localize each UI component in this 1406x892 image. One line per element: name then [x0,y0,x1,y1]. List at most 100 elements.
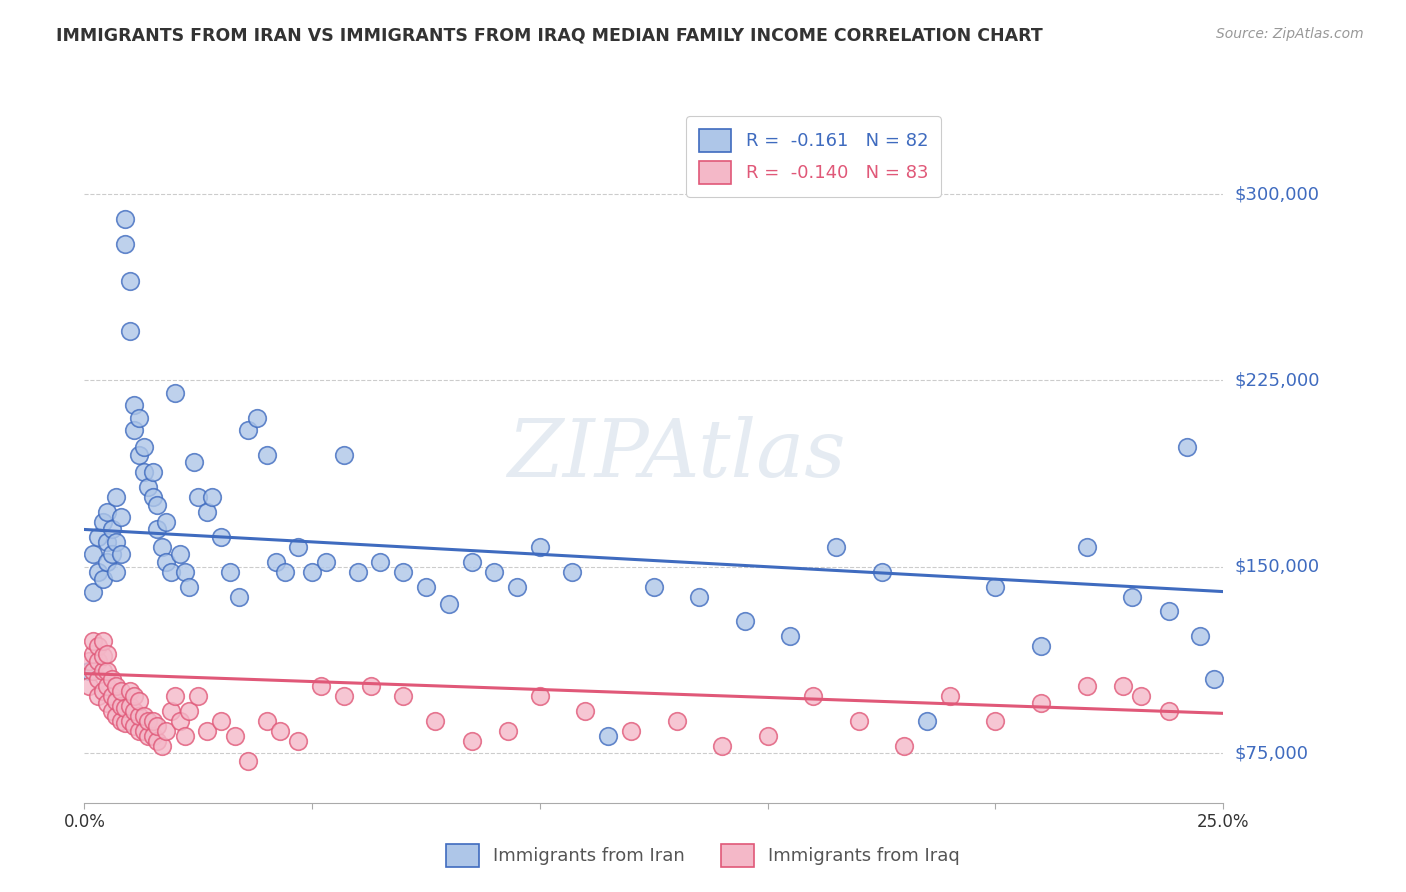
Point [110,547,132,561]
Point [91,515,114,529]
Point [1157,704,1180,718]
Point [118,698,141,713]
Point [114,236,136,251]
Point [91,664,114,678]
Point [360,679,382,693]
Point [734,615,756,629]
Text: Source: ZipAtlas.com: Source: ZipAtlas.com [1216,27,1364,41]
Point [82,664,104,678]
Point [118,274,141,288]
Point [801,689,824,703]
Point [333,689,356,703]
Point [118,324,141,338]
Point [110,698,132,713]
Point [100,672,122,686]
Point [114,211,136,226]
Point [110,684,132,698]
Point [1121,590,1143,604]
Point [124,423,146,437]
Point [209,530,232,544]
Text: IMMIGRANTS FROM IRAN VS IMMIGRANTS FROM IRAQ MEDIAN FAMILY INCOME CORRELATION CH: IMMIGRANTS FROM IRAN VS IMMIGRANTS FROM … [56,27,1043,45]
Point [146,733,169,747]
Point [620,723,643,738]
Point [96,679,118,693]
Point [256,448,278,462]
Point [87,530,110,544]
Point [128,723,150,738]
Point [173,565,195,579]
Point [96,505,118,519]
Point [150,540,173,554]
Point [195,723,218,738]
Point [893,739,915,753]
Point [87,565,110,579]
Point [460,555,482,569]
Point [1189,629,1212,643]
Point [1175,441,1198,455]
Point [91,684,114,698]
Point [124,689,146,703]
Point [333,448,356,462]
Legend: Immigrants from Iran, Immigrants from Iraq: Immigrants from Iran, Immigrants from Ir… [439,837,967,874]
Point [598,729,620,743]
Point [209,714,232,728]
Point [392,689,415,703]
Point [91,572,114,586]
Point [238,754,260,768]
Point [392,565,415,579]
Point [100,704,122,718]
Point [82,634,104,648]
Point [1112,679,1135,693]
Point [370,555,392,569]
Text: $150,000: $150,000 [1234,558,1319,575]
Point [269,723,291,738]
Point [142,714,165,728]
Point [315,555,337,569]
Point [128,410,150,425]
Text: ZIPAtlas: ZIPAtlas [508,417,846,493]
Point [77,664,100,678]
Point [915,714,938,728]
Point [105,708,128,723]
Point [1076,540,1098,554]
Point [128,694,150,708]
Point [195,505,218,519]
Point [173,729,195,743]
Point [77,679,100,693]
Point [561,565,583,579]
Point [274,565,297,579]
Point [87,689,110,703]
Point [114,716,136,731]
Point [105,679,128,693]
Point [187,490,209,504]
Point [169,547,191,561]
Point [506,580,529,594]
Point [96,697,118,711]
Text: $225,000: $225,000 [1234,371,1320,390]
Point [150,739,173,753]
Point [1130,689,1153,703]
Point [96,555,118,569]
Point [287,540,309,554]
Legend: R =  -0.161   N = 82, R =  -0.140   N = 83: R = -0.161 N = 82, R = -0.140 N = 83 [686,116,941,197]
Point [118,684,141,698]
Point [423,714,446,728]
Point [146,523,169,537]
Point [301,565,323,579]
Text: $300,000: $300,000 [1234,185,1319,203]
Point [87,654,110,668]
Point [87,672,110,686]
Point [219,565,242,579]
Point [146,719,169,733]
Point [179,580,201,594]
Point [179,704,201,718]
Point [1157,605,1180,619]
Point [574,704,596,718]
Point [1029,697,1052,711]
Point [984,580,1007,594]
Point [496,723,519,738]
Point [756,729,779,743]
Point [529,689,551,703]
Point [132,441,155,455]
Point [142,729,165,743]
